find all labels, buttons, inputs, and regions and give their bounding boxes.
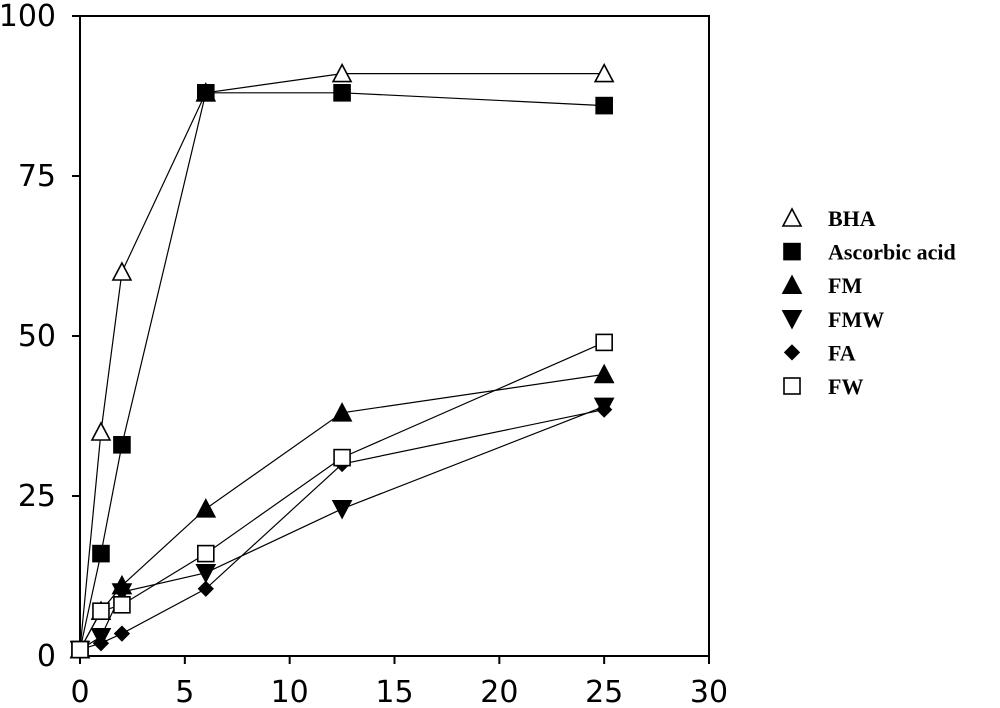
data-point [331,62,353,83]
legend-label: FA [828,340,856,365]
legend-marker [783,242,801,261]
data-point [596,401,613,418]
data-point [593,62,615,83]
data-point [333,84,351,102]
legend-marker [783,377,801,395]
data-point [92,544,110,563]
axis-ticks: 0 5 10 15 20 25 30 0 25 50 75 100 [0,0,728,708]
x-tick-label: 0 [70,675,89,708]
x-tick-label: 10 [271,675,309,708]
y-tick-label: 0 [37,639,56,674]
plot-frame [79,15,710,657]
data-point [331,499,353,520]
y-tick-label: 25 [18,479,56,514]
data-point [92,602,110,621]
data-point [113,435,131,454]
series-line [79,405,605,651]
series-layer [69,62,615,661]
legend-label: FW [828,374,863,399]
x-tick-label: 15 [375,675,413,708]
data-point [90,421,112,441]
series-bha [69,62,615,659]
x-tick-label: 25 [585,675,623,708]
x-tick-label: 30 [690,675,728,708]
data-point [197,580,214,597]
series-line [79,92,605,650]
y-tick-label: 75 [18,159,56,194]
legend-marker [781,309,803,330]
data-point [197,84,215,102]
legend-label: Ascorbic acid [828,240,956,265]
series-fmw [69,397,615,661]
data-point [593,363,615,384]
data-point [71,640,89,659]
legend-item: FM [781,273,862,298]
legend-item: FA [783,340,856,365]
data-point [195,563,217,584]
legend-label: FM [828,273,862,298]
data-point [113,595,131,614]
legend: BHA Ascorbic acid FM FMW FA FW [781,206,956,399]
data-point [195,498,217,518]
legend-label: BHA [828,206,876,231]
legend-label: FMW [828,307,884,332]
data-point [197,544,215,563]
series-line [79,341,605,650]
legend-item: BHA [781,206,876,231]
data-point [111,583,133,603]
data-point [92,635,110,652]
legend-item: Ascorbic acid [783,240,956,265]
series-fa [71,401,613,658]
y-tick-label: 50 [18,319,56,354]
data-point [595,96,613,115]
x-tick-label: 20 [480,675,518,708]
data-point [595,333,613,352]
y-tick-label: 100 [0,0,56,34]
data-point [331,402,353,422]
legend-marker [783,344,801,361]
series-line [79,409,605,651]
series-fw [71,333,613,659]
x-tick-label: 5 [175,675,194,708]
series-line [79,72,605,650]
data-point [333,448,351,467]
legend-marker [781,274,803,295]
series-ascorbic-acid [71,84,613,659]
legend-item: FW [783,374,863,399]
legend-marker [781,207,803,227]
data-point [113,625,131,642]
data-point [111,261,133,281]
legend-item: FMW [781,307,884,332]
